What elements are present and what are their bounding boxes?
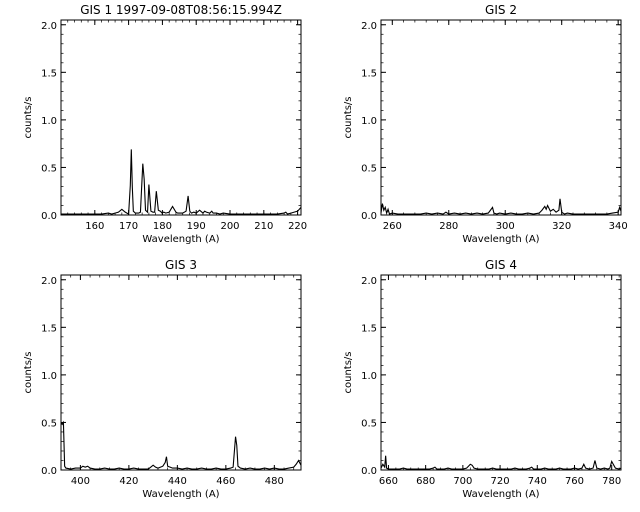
y-tick-label: 1.0 — [361, 116, 377, 127]
chart-title: GIS 3 — [165, 258, 197, 272]
x-axis-label: Wavelength (A) — [462, 489, 539, 500]
y-tick-label: 1.0 — [41, 116, 57, 127]
x-tick-label: 680 — [416, 476, 435, 487]
x-axis-label: Wavelength (A) — [142, 234, 219, 245]
y-tick-label: 1.5 — [361, 323, 377, 334]
y-axis-label: counts/s — [23, 96, 34, 138]
chart-panel-3: GIS 3 0.0 0.5 1.0 1.5 2.0 400 420 440 460 480 Wavel… — [23, 258, 302, 500]
y-axis-label: counts/s — [23, 351, 34, 393]
y-tick-label: 1.5 — [41, 323, 57, 334]
spectrum-line — [60, 420, 302, 470]
x-tick-label: 220 — [288, 221, 307, 232]
x-tick-label: 180 — [153, 221, 172, 232]
x-tick-label: 460 — [216, 476, 235, 487]
y-tick-label: 0.5 — [361, 418, 377, 429]
y-tick-label: 0.5 — [41, 163, 57, 174]
x-tick-label: 700 — [453, 476, 472, 487]
spectrum-line — [380, 198, 622, 215]
y-tick-label: 2.0 — [41, 21, 57, 32]
x-tick-label: 780 — [602, 476, 621, 487]
x-tick-label: 440 — [168, 476, 187, 487]
spectrum-line — [61, 149, 302, 215]
x-tick-label: 420 — [119, 476, 138, 487]
y-tick-label: 0.0 — [41, 211, 57, 222]
chart-panel-4: GIS 4 0.0 0.5 1.0 1.5 2.0 660 680 700 720 740 760 78… — [343, 258, 622, 500]
y-axis-label: counts/s — [343, 351, 354, 393]
y-tick-label: 0.0 — [361, 466, 377, 477]
y-tick-label: 1.0 — [361, 371, 377, 382]
plot-frame — [60, 274, 302, 471]
chart-panel-1: GIS 1 1997-09-08T08:56:15.994Z 0.0 0.5 1.0 1… — [23, 3, 307, 245]
x-tick-label: 260 — [383, 221, 402, 232]
y-tick-label: 0.0 — [41, 466, 57, 477]
y-tick-label: 1.0 — [41, 371, 57, 382]
x-tick-label: 760 — [565, 476, 584, 487]
chart-panel-2: GIS 2 0.0 0.5 1.0 1.5 2.0 260 280 300 320 340 Wavel… — [343, 3, 628, 245]
y-tick-label: 0.5 — [361, 163, 377, 174]
plot-frame — [380, 274, 622, 471]
x-tick-label: 720 — [491, 476, 510, 487]
x-axis-label: Wavelength (A) — [462, 234, 539, 245]
y-axis-label: counts/s — [343, 96, 354, 138]
x-tick-label: 340 — [609, 221, 628, 232]
chart-title: GIS 1 1997-09-08T08:56:15.994Z — [80, 3, 282, 17]
x-tick-label: 210 — [254, 221, 273, 232]
x-tick-label: 170 — [119, 221, 138, 232]
x-tick-label: 190 — [187, 221, 206, 232]
plot-frame — [60, 19, 302, 216]
y-tick-label: 0.0 — [361, 211, 377, 222]
x-tick-label: 280 — [439, 221, 458, 232]
x-tick-label: 200 — [220, 221, 239, 232]
x-tick-label: 660 — [379, 476, 398, 487]
x-tick-label: 480 — [265, 476, 284, 487]
x-tick-label: 300 — [496, 221, 515, 232]
x-axis-label: Wavelength (A) — [142, 489, 219, 500]
y-tick-label: 0.5 — [41, 418, 57, 429]
x-tick-label: 160 — [85, 221, 104, 232]
chart-title: GIS 2 — [485, 3, 517, 17]
x-tick-label: 740 — [528, 476, 547, 487]
y-tick-label: 2.0 — [361, 276, 377, 287]
spectrum-line — [380, 455, 622, 470]
y-tick-label: 2.0 — [361, 21, 377, 32]
y-tick-label: 1.5 — [41, 68, 57, 79]
plot-frame — [380, 19, 622, 216]
chart-title: GIS 4 — [485, 258, 517, 272]
y-tick-label: 2.0 — [41, 276, 57, 287]
x-tick-label: 400 — [71, 476, 90, 487]
x-tick-label: 320 — [552, 221, 571, 232]
y-tick-label: 1.5 — [361, 68, 377, 79]
